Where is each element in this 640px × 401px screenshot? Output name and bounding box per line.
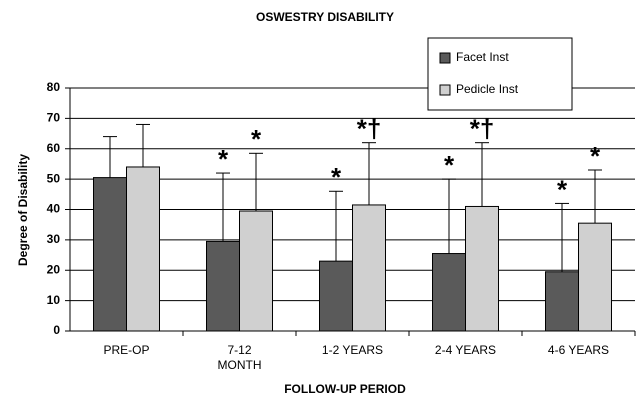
y-tick-label: 50 (47, 171, 61, 185)
significance-marker: * (444, 150, 455, 180)
x-tick-label: PRE-OP (103, 343, 149, 357)
y-axis-label: Degree of Disability (16, 154, 30, 266)
legend-swatch (439, 84, 451, 96)
x-axis-label: FOLLOW-UP PERIOD (284, 382, 406, 396)
y-tick-label: 30 (47, 232, 61, 246)
x-tick-label: 1-2 YEARS (322, 343, 383, 357)
y-tick-label: 10 (47, 293, 61, 307)
legend-swatch (439, 52, 451, 64)
bar (319, 260, 353, 332)
y-tick-label: 70 (47, 111, 61, 125)
legend-label: Facet Inst (456, 50, 509, 64)
chart-title: OSWESTRY DISABILITY (256, 10, 394, 24)
y-tick-label: 0 (53, 323, 60, 337)
y-tick-label: 80 (47, 80, 61, 94)
legend-label: Pedicle Inst (456, 82, 519, 96)
y-tick-label: 60 (47, 141, 61, 155)
bar (432, 253, 466, 332)
x-tick-label: 7-12 MONTH (218, 343, 262, 372)
significance-marker: * (590, 141, 601, 171)
bar (126, 166, 160, 332)
legend-box (427, 37, 573, 111)
x-tick-label: 4-6 YEARS (548, 343, 609, 357)
bar (352, 204, 386, 332)
bar (465, 205, 499, 332)
bar (545, 271, 579, 332)
significance-marker: * (251, 124, 262, 154)
bar (239, 210, 273, 332)
y-tick-label: 20 (47, 262, 61, 276)
significance-marker: *† (357, 114, 382, 144)
x-tick-label: 2-4 YEARS (435, 343, 496, 357)
significance-marker: * (557, 174, 568, 204)
y-tick-label: 40 (47, 202, 61, 216)
bar (206, 240, 240, 332)
bar (93, 177, 127, 332)
significance-marker: * (218, 144, 229, 174)
significance-marker: *† (470, 114, 495, 144)
bar (578, 222, 612, 332)
significance-marker: * (331, 162, 342, 192)
